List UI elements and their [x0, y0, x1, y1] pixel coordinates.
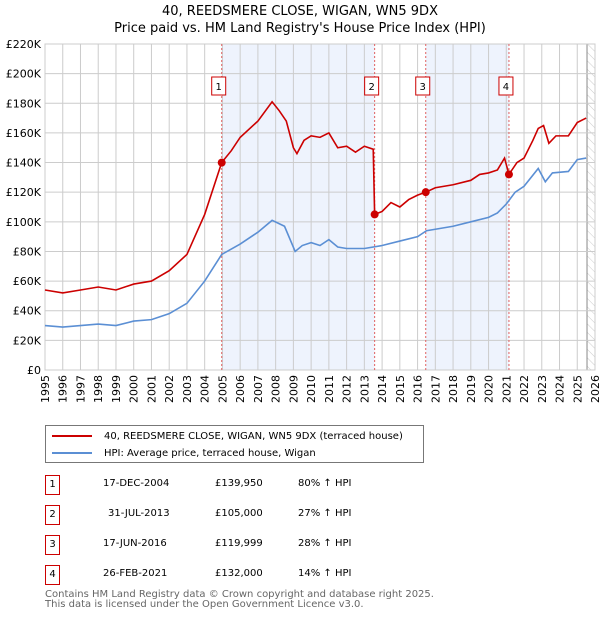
sale-marker-box: 2 — [45, 505, 60, 525]
sale-price: £139,950 — [215, 478, 263, 489]
sale-label: 3 — [420, 82, 426, 93]
x-tick-label: 2012 — [341, 375, 354, 403]
y-tick-label: £40K — [13, 305, 42, 318]
legend: 40, REEDSMERE CLOSE, WIGAN, WN5 9DX (ter… — [45, 425, 424, 463]
y-tick-label: £200K — [6, 68, 42, 81]
sale-price: £119,999 — [215, 538, 263, 549]
price-chart: 1995 1996 1997 1998 1999 2000 2001 2002 2003 2004… — [6, 38, 600, 403]
x-tick-label: 2003 — [181, 375, 194, 403]
x-tick-label: 1998 — [92, 375, 105, 403]
x-tick-label: 2007 — [252, 375, 265, 403]
x-tick-label: 2015 — [394, 375, 407, 403]
y-tick-label: £220K — [6, 38, 42, 51]
sale-date: 26-FEB-2021 — [103, 568, 168, 579]
y-tick-label: £180K — [6, 97, 42, 110]
chart-subtitle: Price paid vs. HM Land Registry's House … — [114, 21, 486, 36]
sale-label-box — [498, 76, 514, 96]
sale-point — [504, 170, 513, 179]
footer-line: Contains HM Land Registry data © Crown c… — [45, 589, 434, 600]
sale-label: 4 — [503, 82, 509, 93]
x-tick-label: 2014 — [376, 375, 389, 403]
legend-property-line — [52, 435, 92, 437]
x-tick-label: 1995 — [39, 375, 52, 403]
x-tick-label: 2019 — [465, 375, 478, 403]
x-tick-label: 2010 — [305, 375, 318, 403]
sale-marker-box: 3 — [45, 535, 60, 555]
sale-label-box — [364, 76, 380, 96]
x-tick-label: 2022 — [518, 375, 531, 403]
x-tick-label: 2004 — [199, 375, 212, 403]
x-tick-label: 1996 — [57, 375, 70, 403]
shaded-period — [425, 44, 509, 370]
x-tick-label: 2006 — [234, 375, 247, 403]
y-tick-label: £80K — [13, 245, 42, 258]
sale-hpi-change: 14% ↑ HPI — [298, 568, 352, 579]
x-tick-label: 2026 — [589, 375, 600, 403]
legend-hpi-label: HPI: Average price, terraced house, Wiga… — [104, 447, 316, 459]
sale-label-box — [415, 76, 431, 96]
footer-line: This data is licensed under the Open Gov… — [45, 599, 364, 610]
sale-date: 31-JUL-2013 — [108, 508, 170, 519]
x-tick-label: 2018 — [447, 375, 460, 403]
x-tick-label: 2021 — [500, 375, 513, 403]
x-tick-label: 2002 — [163, 375, 176, 403]
legend-hpi-line — [52, 452, 92, 454]
x-tick-label: 1999 — [110, 375, 123, 403]
plot-border — [44, 43, 596, 371]
x-tick-label: 2025 — [571, 375, 584, 403]
x-tick-label: 2009 — [287, 375, 300, 403]
y-tick-label: £20K — [13, 334, 42, 347]
x-tick-label: 2000 — [128, 375, 141, 403]
sale-marker-box: 4 — [45, 565, 60, 585]
y-tick-label: £0 — [27, 364, 41, 377]
sale-point — [370, 210, 379, 219]
x-tick-label: 1997 — [74, 375, 87, 403]
sale-label: 2 — [368, 82, 374, 93]
x-tick-label: 2017 — [429, 375, 442, 403]
sale-price: £105,000 — [215, 508, 263, 519]
sale-label: 1 — [216, 82, 222, 93]
sale-date: 17-JUN-2016 — [103, 538, 167, 549]
footer: Contains HM Land Registry data © Crown c… — [45, 590, 434, 610]
forecast-hatch — [587, 44, 595, 370]
y-tick-label: £140K — [6, 157, 42, 170]
hpi-line — [44, 157, 587, 328]
legend-property-label: 40, REEDSMERE CLOSE, WIGAN, WN5 9DX (ter… — [104, 430, 403, 442]
x-tick-label: 2001 — [145, 375, 158, 403]
y-tick-label: £120K — [6, 186, 42, 199]
sale-price: £132,000 — [215, 568, 263, 579]
x-tick-label: 2013 — [358, 375, 371, 403]
x-tick-label: 2005 — [216, 375, 229, 403]
sale-hpi-change: 28% ↑ HPI — [298, 538, 352, 549]
x-tick-label: 2011 — [323, 375, 336, 403]
property-line — [44, 100, 587, 294]
sale-point — [217, 158, 226, 167]
sale-hpi-change: 80% ↑ HPI — [298, 478, 352, 489]
y-tick-label: £60K — [13, 275, 42, 288]
sale-hpi-change: 27% ↑ HPI — [298, 508, 352, 519]
y-tick-label: £100K — [6, 216, 42, 229]
x-tick-label: 2023 — [536, 375, 549, 403]
y-tick-label: £160K — [6, 127, 42, 140]
sale-date: 17-DEC-2004 — [103, 478, 170, 489]
chart-title: 40, REEDSMERE CLOSE, WIGAN, WN5 9DX — [162, 4, 438, 19]
sale-point — [421, 188, 430, 197]
x-tick-label: 2008 — [270, 375, 283, 403]
sale-marker-box: 1 — [45, 475, 60, 495]
x-tick-label: 2016 — [412, 375, 425, 403]
sale-label-box — [211, 76, 227, 96]
x-tick-label: 2020 — [483, 375, 496, 403]
shaded-period — [221, 44, 375, 370]
x-tick-label: 2024 — [554, 375, 567, 403]
